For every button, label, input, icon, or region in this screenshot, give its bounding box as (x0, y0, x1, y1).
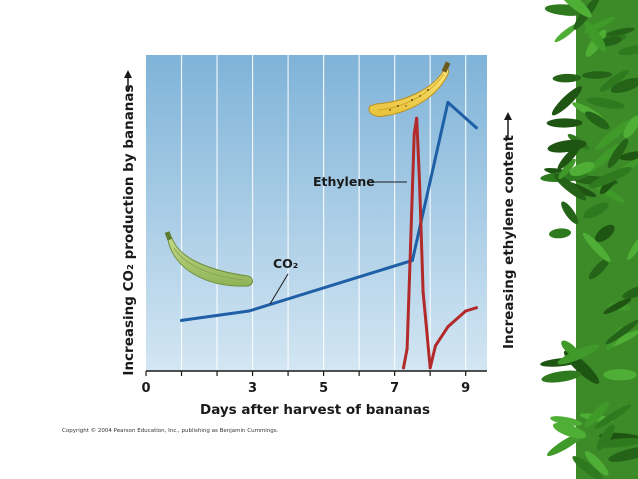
x-tick-label: 5 (319, 381, 328, 396)
foliage-border-decoration (540, 0, 638, 479)
leaf-shape (546, 118, 583, 128)
left-y-axis-arrow (124, 70, 132, 92)
ethylene-line (402, 116, 478, 370)
ethylene-point (405, 347, 409, 351)
x-tick-marks (145, 371, 467, 376)
green-banana-image (164, 231, 253, 287)
leaf-shape (561, 201, 579, 225)
leaf-shape (606, 27, 635, 37)
leaf-shape (587, 143, 620, 173)
co2-point (446, 100, 450, 104)
leaf-shape (584, 111, 610, 130)
leaf-shape (596, 424, 615, 451)
leaf-shape (588, 257, 610, 280)
x-tick-labels: 0 3 5 7 9 (141, 381, 470, 396)
ethylene-point (446, 325, 450, 329)
leaf-shape (586, 97, 625, 109)
ethylene-point (474, 306, 478, 310)
ethylene-point (402, 366, 406, 370)
leaf-shape (551, 86, 582, 116)
leaf-shape (572, 456, 604, 479)
leaf-shape (618, 45, 638, 56)
leaf-shape (561, 340, 580, 358)
ethylene-annotation: Ethylene (313, 174, 375, 189)
leaf-shape (584, 20, 607, 52)
ripe-banana-image (368, 61, 451, 117)
ethylene-point (433, 344, 437, 348)
leaf-shape (622, 284, 638, 299)
leaf-shape (619, 150, 638, 161)
leaf-shape (595, 224, 615, 242)
leaf-shape (605, 319, 638, 345)
ethylene-point (418, 179, 422, 183)
co2-point (180, 318, 184, 322)
co2-leader-line (269, 273, 289, 305)
data-points (180, 100, 478, 370)
ripening-chart: 0 3 5 7 9 Ethylene CO₂ Days after harvest of… (121, 55, 517, 418)
vertical-gridlines (180, 55, 467, 371)
leaf-shape (607, 138, 629, 169)
leaf-shape (583, 202, 609, 219)
ethylene-point (415, 116, 419, 120)
ethylene-point (421, 290, 425, 294)
ethylene-point (464, 309, 468, 313)
leaf-shape (557, 144, 581, 170)
left-y-axis-title: Increasing CO₂ production by bananas (121, 84, 137, 375)
x-tick-label: 3 (248, 381, 257, 396)
leaf-shape (552, 73, 582, 83)
leaf-shape (584, 401, 610, 428)
leaf-shape (548, 228, 572, 239)
leaf-shape (550, 416, 583, 426)
leaf-shape (558, 158, 576, 180)
co2-point (410, 258, 414, 262)
x-tick-label: 9 (461, 381, 470, 396)
leaf-shape (589, 167, 632, 188)
x-tick-label: 0 (141, 381, 150, 396)
leaf-shape (582, 232, 611, 263)
leaf-shape (553, 173, 587, 201)
leaf-shape (541, 370, 582, 383)
leaf-shape (591, 181, 625, 203)
co2-point (474, 126, 478, 130)
x-axis-title: Days after harvest of bananas (200, 402, 430, 418)
leaf-shape (554, 0, 592, 18)
leaf-shape (584, 450, 609, 476)
co2-annotation: CO₂ (273, 256, 298, 271)
right-y-axis-arrow (504, 112, 512, 140)
leaf-shape (582, 71, 613, 79)
leaf-shape (569, 161, 595, 177)
plot-area (146, 55, 487, 371)
leaf-shape (603, 369, 637, 381)
copyright-credit: Copyright © 2004 Pearson Education, Inc.… (62, 427, 279, 434)
ethylene-point (409, 243, 413, 247)
right-y-axis-title: Increasing ethylene content (501, 134, 517, 349)
co2-point (247, 309, 251, 313)
leaf-shape (610, 77, 638, 93)
ethylene-point (428, 366, 432, 370)
leaf-shape (595, 118, 633, 151)
x-tick-label: 7 (390, 381, 399, 396)
leaf-shape (603, 298, 632, 315)
leaf-shape (623, 115, 638, 138)
ethylene-point (412, 132, 416, 136)
leaf-shape (608, 446, 638, 462)
leaf-shape (554, 23, 579, 43)
leaf-shape (599, 69, 629, 92)
leaf-shape (553, 422, 587, 439)
leaf-shape (594, 404, 632, 429)
leaf-shape (627, 233, 638, 260)
